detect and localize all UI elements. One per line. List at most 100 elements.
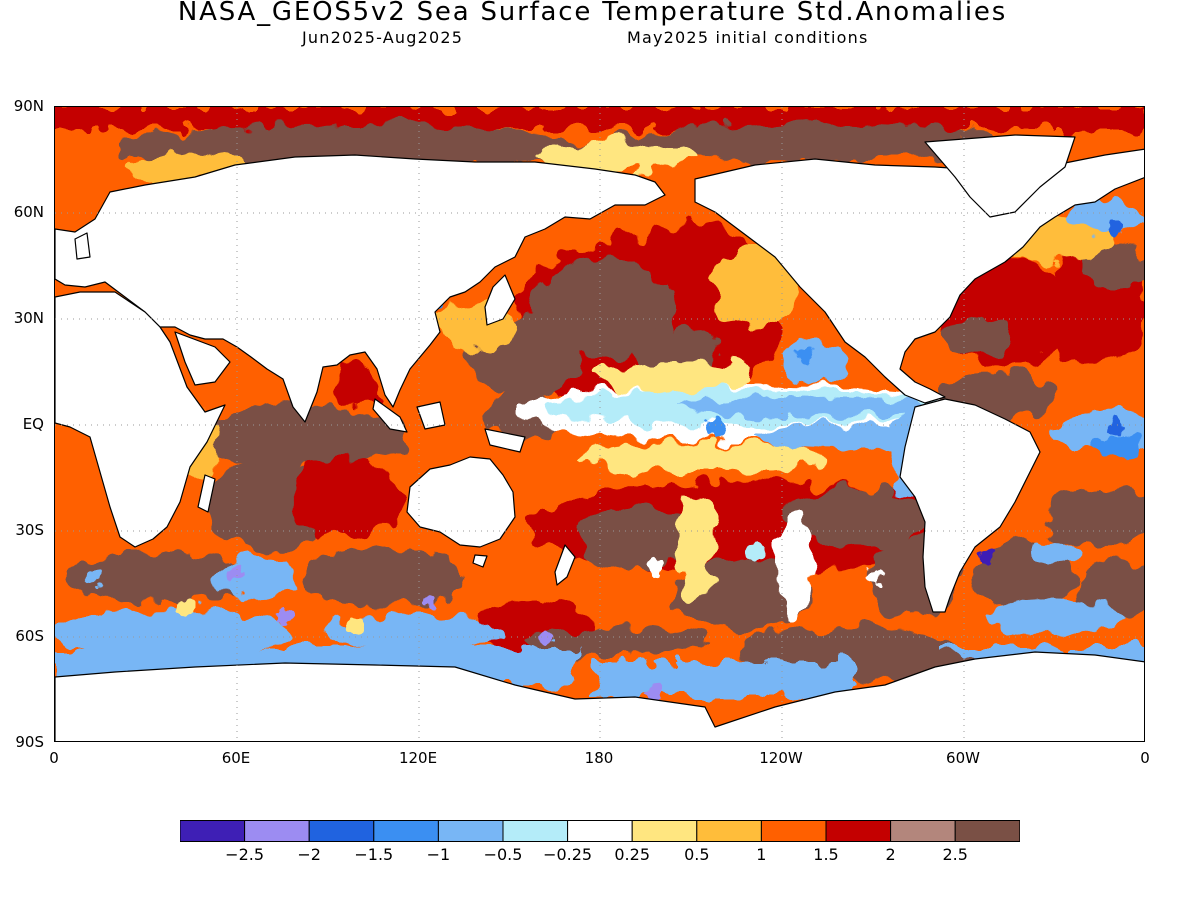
lat-tick-label: 90S [15, 733, 44, 751]
arctic-warm-patch [55, 107, 1144, 129]
map-title: NASA_GEOS5v2 Sea Surface Temperature Std… [177, 0, 1008, 27]
colorbar-swatch [890, 820, 956, 842]
colorbar-swatch [308, 820, 375, 842]
lat-tick-label: 30N [13, 309, 44, 327]
sst-anomaly-map [54, 106, 1145, 742]
uk [74, 232, 91, 260]
tasmania [472, 554, 488, 568]
southern-ocean-cold-patch [595, 662, 855, 697]
cold-speck [705, 417, 725, 437]
bay-of-bengal-patch [330, 367, 380, 407]
southern-ocean-cold-patch [55, 610, 295, 654]
cold-speck [646, 683, 664, 701]
cold-speck [1108, 220, 1122, 234]
colorbar-label: −1.5 [354, 845, 394, 864]
colorbar-swatch [502, 820, 569, 842]
colorbar-label: 2.5 [942, 845, 968, 864]
colorbar-label: −2.5 [225, 845, 265, 864]
cold-speck [977, 549, 993, 565]
colorbar-label: 2 [885, 845, 896, 864]
colorbar-swatch [696, 820, 762, 842]
north-america [694, 148, 1144, 404]
madagascar [197, 474, 216, 513]
cold-speck [1107, 419, 1123, 435]
lon-tick-label: 0 [1140, 749, 1150, 767]
arctic-warm-patch [115, 125, 595, 169]
colorbar-swatch [631, 820, 698, 842]
japan [484, 274, 516, 326]
land-masses [55, 134, 1144, 741]
greenland [924, 134, 1076, 218]
subtropical-pacific-patch [595, 362, 755, 392]
lat-tick-label: 60S [15, 627, 44, 645]
cold-speck [746, 543, 764, 561]
southern-indian-warm-patch [65, 552, 265, 602]
graticule [55, 107, 1144, 741]
cold-speck [539, 631, 551, 643]
south-atlantic-warm-patch [1045, 487, 1144, 547]
indian-ocean-warm-patch [290, 457, 400, 537]
south-america [899, 398, 1041, 613]
eurasia [55, 154, 666, 423]
tropical-atlantic-cold-patch [1085, 437, 1144, 457]
lat-tick-label: 30S [15, 521, 44, 539]
south-atlantic-cold-patch [985, 599, 1125, 635]
colorbar-label: 1.5 [813, 845, 839, 864]
southern-indian-warm-patch [305, 547, 465, 607]
south-pacific-warm-patch [575, 507, 695, 567]
cold-speck [424, 596, 436, 608]
indian-ocean-warm-patch [185, 407, 405, 467]
north-atlantic-cold-patch [1065, 199, 1144, 235]
south-pacific-patch [777, 512, 813, 622]
lat-tick-label: 60N [13, 203, 44, 221]
period-subtitle: Jun2025-Aug2025 [302, 28, 464, 47]
warm-speck [177, 599, 193, 615]
southern-ocean-cold-patch [325, 614, 505, 650]
colorbar-swatch [373, 820, 439, 842]
neutral-speck [867, 569, 883, 585]
new-zealand [554, 544, 576, 586]
arctic-patch [535, 141, 695, 173]
lon-tick-label: 180 [584, 749, 614, 767]
indonesia-sumatra [372, 398, 408, 433]
cold-speck [86, 568, 104, 586]
colorbar-swatch [825, 820, 892, 842]
southern-indian-cold-patch [215, 557, 295, 597]
arctic-warm-patch [615, 124, 1015, 160]
lon-tick-label: 120E [398, 749, 438, 767]
cold-speck [226, 563, 244, 581]
cold-speck [278, 610, 292, 624]
south-equatorial-pacific-patch [585, 442, 825, 472]
colorbar-swatch [954, 820, 1020, 842]
initial-conditions-subtitle: May2025 initial conditions [627, 28, 869, 47]
north-atlantic-warm-patch [1085, 242, 1144, 292]
lat-tick-label: EQ [22, 415, 44, 433]
cold-speck [797, 347, 813, 363]
lon-tick-label: 60E [221, 749, 251, 767]
north-pacific-patch [710, 247, 800, 327]
neutral-speck [647, 559, 663, 575]
north-pacific-warm-patch [535, 257, 675, 357]
colorbar-label: 0.5 [684, 845, 710, 864]
south-atlantic-cold-patch [1030, 537, 1080, 567]
colorbar-label: −0.25 [543, 845, 593, 864]
south-pacific-patch [675, 497, 715, 597]
australia [406, 456, 516, 548]
south-pacific-warm-patch [780, 487, 930, 547]
colorbar-swatch [567, 820, 633, 842]
colorbar-label: 1 [756, 845, 767, 864]
equatorial-pacific-cold-patch [755, 425, 915, 449]
warm-speck [347, 619, 363, 635]
new-guinea [484, 428, 526, 453]
africa [55, 291, 226, 548]
colorbar-swatch [760, 820, 827, 842]
colorbar-swatch [180, 820, 246, 842]
lat-tick-label: 90N [13, 97, 44, 115]
colorbar-swatch [244, 820, 310, 842]
colorbar-label: 0.25 [614, 845, 650, 864]
colorbar-label: −0.5 [483, 845, 523, 864]
map-canvas [55, 107, 1144, 741]
arabia [174, 331, 231, 386]
lon-tick-label: 60W [946, 749, 980, 767]
equatorial-pacific-cold-patch [675, 396, 915, 418]
